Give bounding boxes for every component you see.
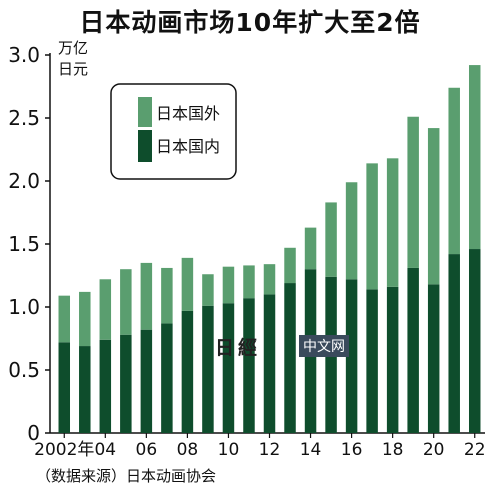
bar-overseas	[79, 291, 91, 347]
unit-line-2: 日元	[58, 60, 89, 78]
bar-domestic	[284, 283, 296, 433]
x-tick-label: 22	[464, 440, 486, 460]
bar-domestic	[120, 334, 132, 433]
bar-domestic	[427, 284, 440, 433]
x-tick-label: 16	[341, 440, 363, 460]
y-tick-label: 1.0	[8, 295, 40, 319]
legend-swatch-overseas	[138, 97, 152, 127]
bar-overseas	[386, 158, 399, 287]
bar-overseas	[304, 227, 317, 270]
bar-domestic	[140, 329, 153, 433]
x-tick-label: 18	[382, 440, 404, 460]
x-tick-label: 06	[136, 440, 158, 460]
bar-domestic	[58, 342, 71, 433]
watermark-text: 中文网	[299, 335, 349, 357]
bar-overseas	[325, 202, 337, 277]
bar-overseas	[468, 65, 481, 250]
bar-domestic	[407, 267, 419, 433]
x-tick-label: 10	[218, 440, 240, 460]
bar-overseas	[345, 182, 358, 280]
bar-domestic	[448, 254, 460, 433]
bar-domestic	[263, 294, 276, 433]
bar-domestic	[345, 279, 358, 433]
y-tick-label: 2.0	[8, 169, 40, 193]
legend-label-domestic: 日本国内	[156, 137, 220, 156]
unit-line-1: 万亿	[58, 39, 89, 57]
y-tick-label: 0.5	[8, 358, 40, 382]
bar-domestic	[181, 310, 194, 433]
bar-domestic	[366, 289, 378, 433]
bar-overseas	[222, 266, 235, 304]
bar-domestic	[222, 303, 235, 433]
bar-overseas	[243, 265, 255, 299]
bar-overseas	[140, 262, 153, 330]
bar-overseas	[99, 279, 112, 340]
bar-overseas	[284, 247, 296, 284]
watermark-logo: 日經	[215, 337, 262, 359]
chart-title: 日本动画市场10年扩大至2倍	[79, 8, 421, 37]
x-tick-label: 04	[94, 440, 116, 460]
x-tick-label: 12	[259, 440, 281, 460]
bar-domestic	[161, 323, 173, 433]
x-tick-label: 2002年	[34, 440, 94, 460]
bar-domestic	[202, 305, 214, 433]
y-tick-label: 0	[27, 421, 40, 445]
y-tick-label: 1.5	[8, 232, 40, 256]
bar-domestic	[468, 249, 481, 433]
nikkei-watermark: 日經 中文网	[215, 333, 365, 359]
x-tick-label: 14	[300, 440, 322, 460]
x-tick-label: 20	[423, 440, 445, 460]
bar-overseas	[407, 116, 419, 268]
legend-box	[110, 83, 237, 180]
bar-overseas	[366, 163, 378, 290]
bar-overseas	[161, 267, 173, 324]
bar-overseas	[58, 295, 71, 343]
bar-domestic	[99, 339, 112, 433]
bar-domestic	[79, 346, 91, 433]
data-source-note: （数据来源）日本动画协会	[36, 467, 217, 485]
legend-label-overseas: 日本国外	[156, 104, 220, 123]
legend-swatch-domestic	[138, 130, 152, 162]
bar-overseas	[448, 87, 460, 255]
x-tick-label: 08	[177, 440, 199, 460]
y-tick-label: 3.0	[8, 43, 40, 67]
bar-overseas	[120, 269, 132, 335]
bar-domestic	[243, 298, 255, 433]
bar-overseas	[263, 264, 276, 295]
bar-domestic	[386, 286, 399, 433]
y-axis-unit: 万亿 日元	[58, 38, 88, 80]
bar-overseas	[427, 128, 440, 285]
bar-overseas	[202, 274, 214, 306]
bar-overseas	[181, 257, 194, 311]
y-tick-label: 2.5	[8, 106, 40, 130]
